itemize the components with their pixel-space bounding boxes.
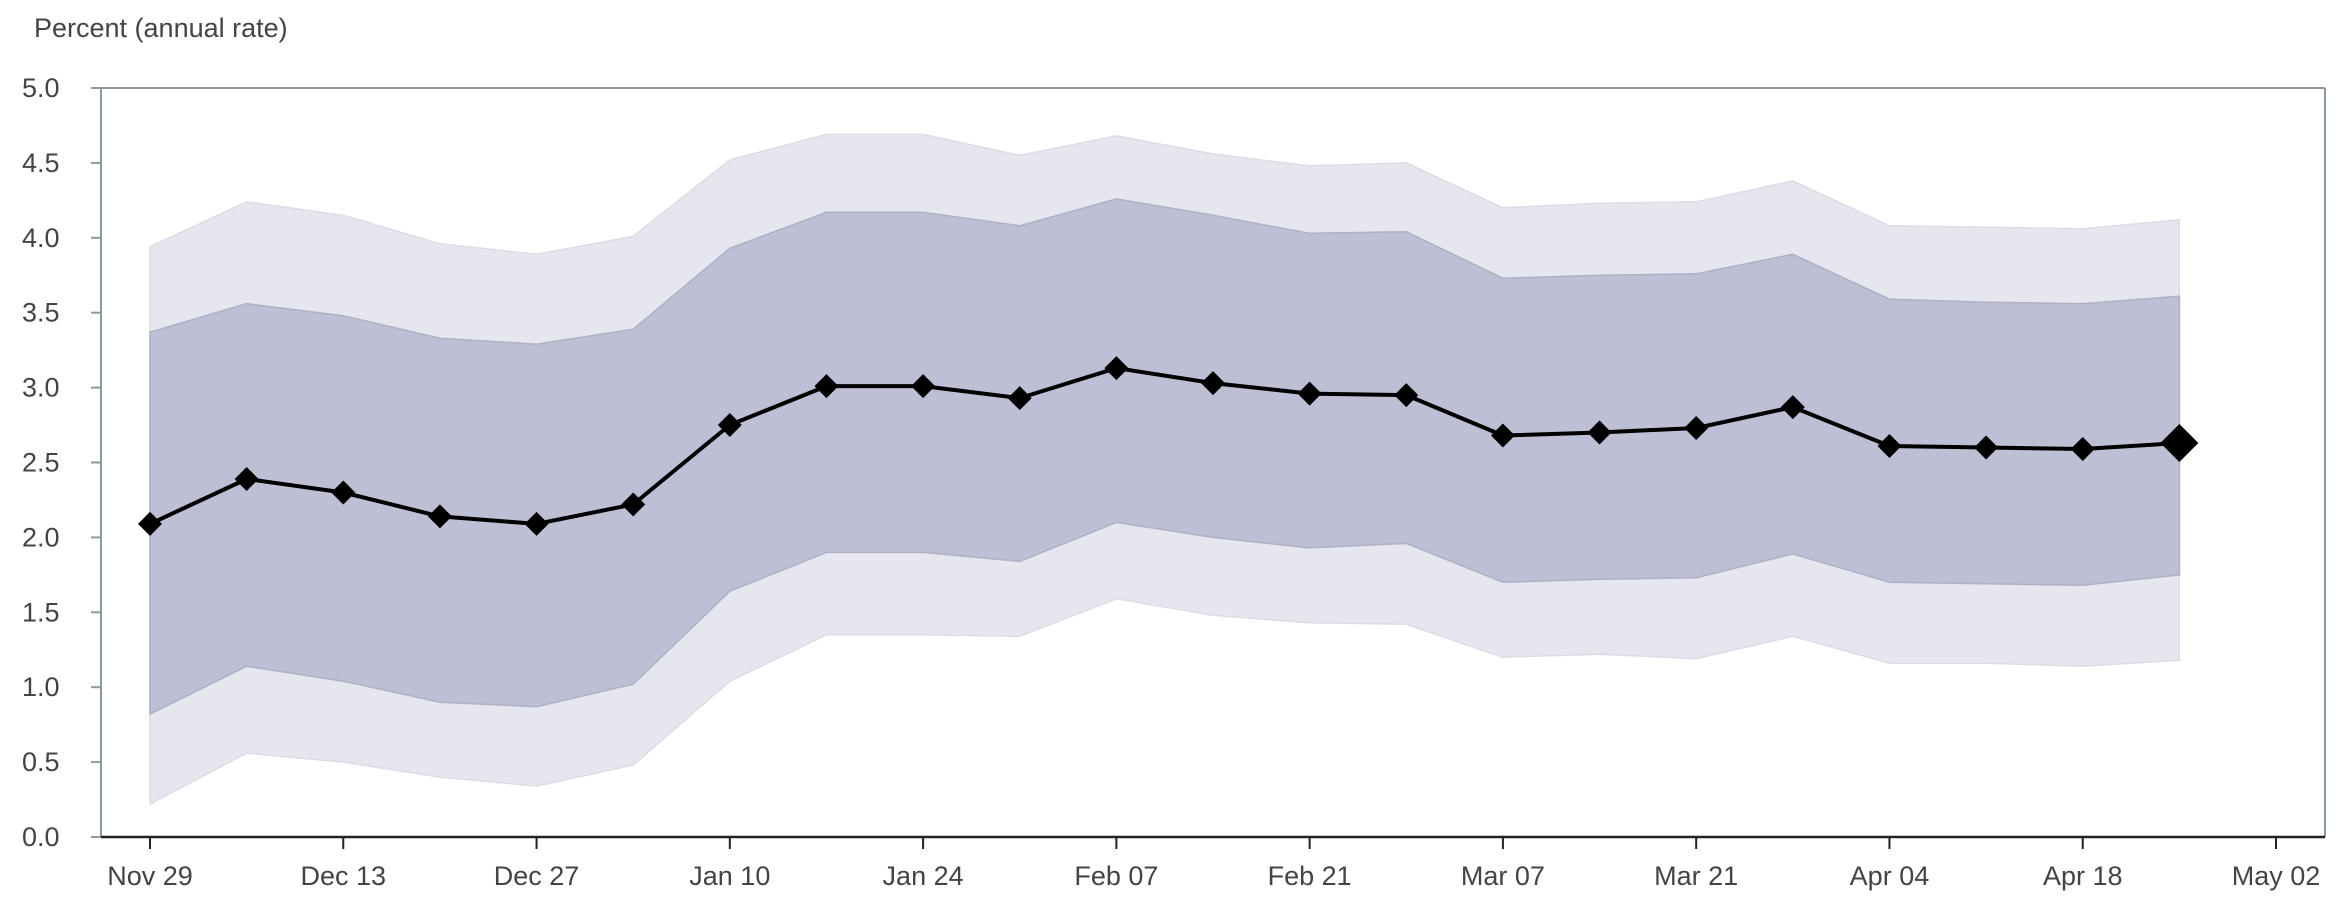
y-tick-label: 0.0 <box>22 822 60 852</box>
data-point[interactable] <box>331 480 356 505</box>
data-point[interactable] <box>621 492 646 517</box>
data-point[interactable] <box>1104 356 1129 381</box>
y-tick-label: 2.5 <box>22 448 60 478</box>
series-line <box>149 366 2180 526</box>
x-tick-label: Feb 07 <box>1074 861 1158 891</box>
y-tick-label: 4.0 <box>22 223 60 253</box>
data-point[interactable] <box>1974 435 1999 460</box>
x-tick-label: Apr 18 <box>2043 861 2123 891</box>
y-tick-label: 1.0 <box>22 672 60 702</box>
y-tick-label: 2.0 <box>22 522 60 552</box>
data-point[interactable] <box>2160 424 2199 463</box>
data-point[interactable] <box>1297 381 1322 406</box>
data-point[interactable] <box>1007 386 1032 411</box>
y-tick-label: 0.5 <box>22 747 60 777</box>
x-tick-label: May 02 <box>2232 861 2321 891</box>
data-point[interactable] <box>911 374 936 399</box>
data-point[interactable] <box>1201 371 1225 396</box>
data-point[interactable] <box>1394 383 1419 408</box>
y-tick-label: 5.0 <box>22 73 60 103</box>
x-tick-label: Jan 24 <box>883 861 964 891</box>
x-tick-label: Apr 04 <box>1850 861 1930 891</box>
series-line-path <box>149 366 2180 526</box>
y-tick-label: 3.0 <box>22 373 60 403</box>
data-point[interactable] <box>814 374 839 399</box>
inner-band <box>149 198 2181 716</box>
data-point[interactable] <box>427 504 452 529</box>
data-point[interactable] <box>524 511 549 536</box>
y-tick-label: 3.5 <box>22 298 60 328</box>
data-point[interactable] <box>2070 437 2095 462</box>
data-point[interactable] <box>1877 434 1902 459</box>
y-tick-label: 1.5 <box>22 597 60 627</box>
tick-labels: 0.0 0.5 1.0 1.5 2.0 2.5 3.0 3.5 4.0 4.5 5.0 Nov 29 D… <box>22 73 2320 891</box>
data-point[interactable] <box>1684 416 1709 441</box>
data-point[interactable] <box>1780 395 1805 420</box>
data-point[interactable] <box>717 413 742 438</box>
uncertainty-bands <box>149 133 2181 806</box>
data-point[interactable] <box>1587 420 1612 445</box>
series-points <box>138 356 2199 536</box>
x-tick-label: Mar 21 <box>1654 861 1738 891</box>
data-point[interactable] <box>234 466 259 491</box>
x-tick-label: Nov 29 <box>107 861 193 891</box>
data-point[interactable] <box>138 511 162 536</box>
y-axis-label: Percent (annual rate) <box>34 13 288 43</box>
y-tick-label: 4.5 <box>22 148 60 178</box>
x-tick-label: Feb 21 <box>1268 861 1352 891</box>
x-tick-label: Dec 13 <box>300 861 386 891</box>
x-tick-label: Dec 27 <box>494 861 580 891</box>
data-point[interactable] <box>1490 423 1515 448</box>
x-tick-label: Jan 10 <box>689 861 770 891</box>
axes <box>91 87 2326 849</box>
x-tick-label: Mar 07 <box>1461 861 1545 891</box>
